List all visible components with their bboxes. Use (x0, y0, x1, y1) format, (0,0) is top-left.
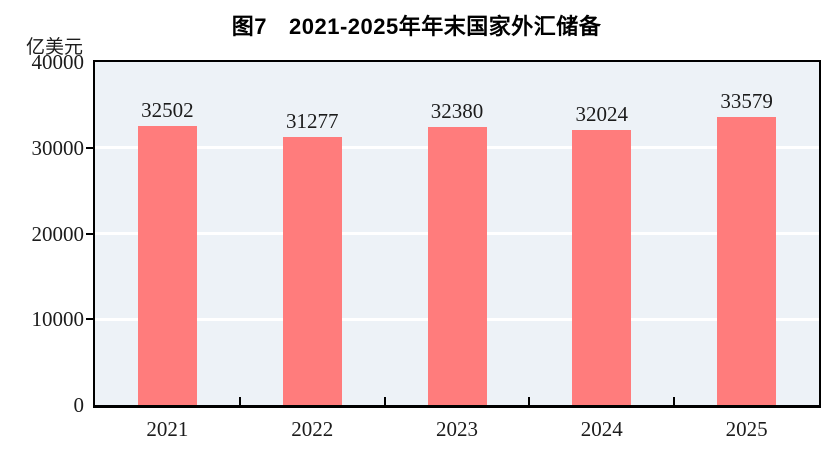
chart-title-text: 2021-2025年年末国家外汇储备 (289, 14, 602, 39)
x-tick-label-2022: 2022 (291, 417, 334, 441)
y-tick-label-40000: 40000 (31, 50, 85, 74)
bar-value-label-2024: 32024 (575, 102, 629, 127)
y-tick-label-0: 0 (73, 393, 85, 417)
bar-value-label-2022: 31277 (285, 108, 339, 133)
x-tick-label-2023: 2023 (436, 417, 478, 441)
x-tick-label-2021: 2021 (146, 417, 189, 441)
bar-2022 (282, 136, 342, 405)
bar-2021 (137, 126, 197, 405)
plot-area: 32502 31277 32380 32024 33579 (86, 60, 821, 408)
figure-number-label: 图7 (231, 14, 268, 39)
x-axis-tick-1 (238, 397, 241, 405)
y-axis-tick-20000 (86, 232, 93, 235)
x-axis-tick-3 (528, 397, 531, 405)
bar-2024 (572, 130, 632, 405)
bar-2023 (427, 127, 487, 405)
chart-title: 图7 2021-2025年年末国家外汇储备 (0, 9, 833, 41)
y-axis-unit-label: 亿美元 (26, 37, 84, 58)
bar-2025 (717, 117, 777, 405)
y-axis-tick-10000 (86, 318, 93, 321)
x-axis-tick-4 (673, 397, 676, 405)
y-tick-label-20000: 20000 (31, 221, 85, 246)
bar-value-label-2023: 32380 (430, 99, 484, 124)
bar-value-label-2021: 32502 (141, 98, 194, 123)
x-axis-tick-2 (383, 397, 386, 405)
x-tick-label-2024: 2024 (580, 417, 623, 441)
y-axis-tick-30000 (86, 146, 93, 149)
y-tick-label-10000: 10000 (31, 307, 85, 332)
x-tick-label-2025: 2025 (725, 417, 768, 441)
y-tick-label-30000: 30000 (31, 135, 85, 160)
bar-value-label-2025: 33579 (720, 89, 773, 114)
